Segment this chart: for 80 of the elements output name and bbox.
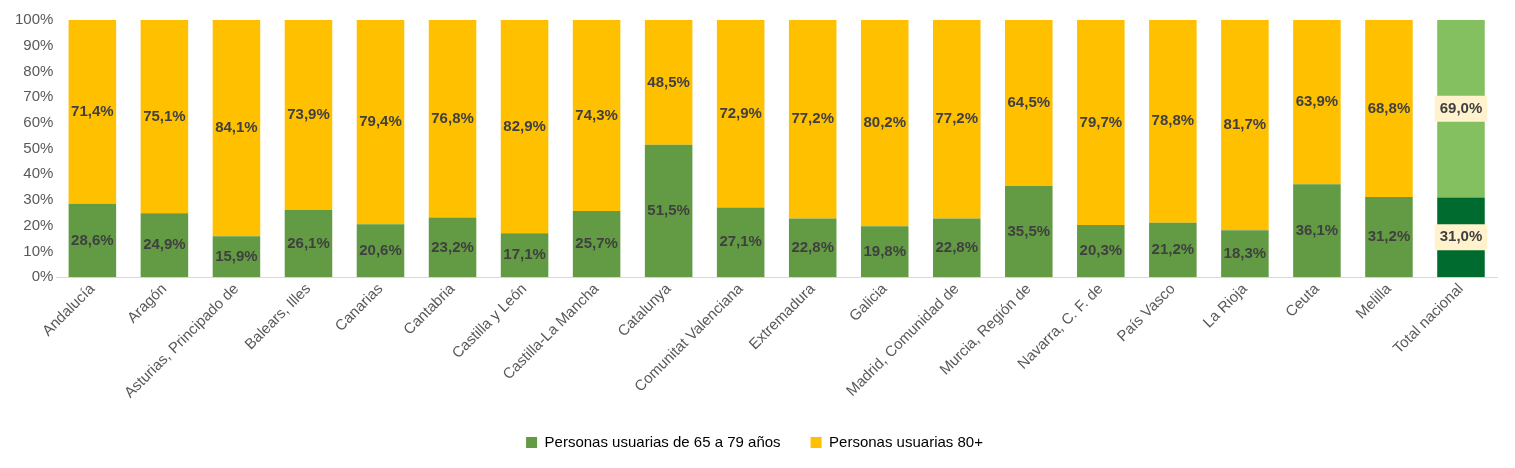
bar	[644, 20, 693, 145]
data-label: 68,8%	[1367, 98, 1411, 116]
y-tick-label: 10%	[23, 241, 54, 259]
bar	[212, 20, 261, 237]
data-label: 22,8%	[791, 238, 834, 256]
bar	[500, 20, 549, 234]
data-label: 48,5%	[647, 72, 690, 90]
y-tick-label: 50%	[23, 138, 54, 156]
bar	[356, 20, 405, 225]
data-label: 18,3%	[1223, 243, 1267, 261]
data-label: 77,2%	[935, 109, 979, 127]
bar	[1365, 20, 1413, 197]
legend-label: Personas usuarias 80+	[829, 432, 984, 450]
data-label: 20,3%	[1079, 241, 1123, 259]
bar	[572, 20, 621, 212]
data-label: 26,1%	[287, 233, 330, 251]
bar	[1005, 185, 1053, 278]
data-label: 28,6%	[71, 230, 114, 248]
bar	[716, 207, 765, 278]
data-label: 51,5%	[647, 201, 690, 219]
data-label: 35,5%	[1007, 221, 1051, 239]
data-label: 20,6%	[359, 240, 402, 258]
legend-label: Personas usuarias de 65 a 79 años	[544, 432, 781, 450]
bar	[572, 211, 621, 278]
data-label: 82,9%	[503, 116, 546, 134]
data-label: 75,1%	[143, 106, 186, 124]
data-label: 80,2%	[863, 113, 906, 131]
data-label: 31,0%	[1439, 227, 1483, 245]
data-label: 36,1%	[1295, 220, 1339, 238]
data-label: 69,0%	[1439, 98, 1483, 116]
y-tick-label: 80%	[23, 61, 54, 79]
bar	[1149, 222, 1197, 278]
data-label: 31,2%	[1367, 227, 1411, 245]
data-label: 76,8%	[431, 108, 474, 126]
data-label: 74,3%	[575, 105, 618, 123]
bar	[284, 20, 333, 211]
data-label: 63,9%	[1295, 92, 1339, 110]
y-tick-label: 0%	[31, 267, 54, 285]
bar	[932, 20, 981, 219]
data-label: 79,7%	[1079, 112, 1123, 130]
data-label: 23,2%	[431, 237, 474, 255]
bar	[860, 20, 909, 227]
bar	[1293, 20, 1341, 185]
bar	[716, 20, 765, 208]
bar	[68, 20, 117, 204]
data-label: 72,9%	[719, 103, 762, 121]
y-tick-label: 70%	[23, 87, 54, 105]
data-label: 77,2%	[791, 109, 834, 127]
data-label: 79,4%	[359, 112, 402, 130]
bar	[1149, 20, 1197, 223]
bar	[428, 20, 477, 218]
bar	[1005, 20, 1053, 186]
y-tick-label: 20%	[23, 215, 54, 233]
data-label: 19,8%	[863, 241, 906, 259]
bar	[140, 20, 189, 214]
data-label: 81,7%	[1223, 115, 1267, 133]
data-label: 15,9%	[215, 246, 258, 264]
y-tick-label: 40%	[23, 164, 54, 182]
bar	[644, 144, 693, 278]
data-label: 64,5%	[1007, 93, 1051, 111]
data-label: 24,9%	[143, 235, 186, 253]
data-label: 25,7%	[575, 234, 618, 252]
data-label: 78,8%	[1151, 111, 1195, 129]
y-tick-label: 60%	[23, 113, 54, 131]
data-label: 27,1%	[719, 232, 762, 250]
bar	[1365, 196, 1413, 278]
data-label: 17,1%	[503, 245, 546, 263]
data-label: 21,2%	[1151, 240, 1195, 258]
data-label: 71,4%	[71, 101, 114, 119]
y-tick-label: 30%	[23, 190, 54, 208]
data-label: 84,1%	[215, 118, 258, 136]
bar	[284, 210, 333, 278]
bar	[1293, 184, 1341, 278]
data-label: 22,8%	[935, 238, 979, 256]
y-tick-label: 100%	[14, 10, 54, 28]
bar	[1077, 20, 1125, 225]
bar	[788, 20, 837, 219]
y-tick-label: 90%	[23, 35, 54, 53]
data-label: 73,9%	[287, 105, 330, 123]
bar	[1221, 20, 1269, 231]
